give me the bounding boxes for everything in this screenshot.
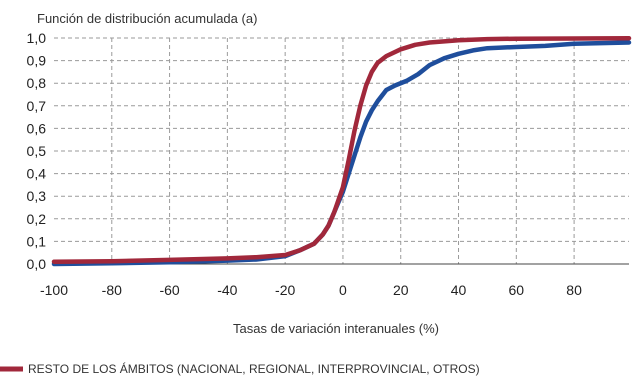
y-tick-label: 0,2 [27,211,47,227]
x-tick-label: -100 [40,282,68,298]
y-tick-label: 0,7 [27,98,47,114]
y-tick-label: 1,0 [27,30,47,46]
series-lines [51,35,632,267]
y-tick-label: 0,6 [27,120,47,136]
x-tick-label: -40 [217,282,237,298]
x-axis-label: Tasas de variación interanuales (%) [233,321,439,336]
x-tick-label: -60 [159,282,179,298]
legend-label: RESTO DE LOS ÁMBITOS (NACIONAL, REGIONAL… [28,361,480,376]
y-tick-label: 0,4 [27,166,47,182]
x-tick-label: 20 [393,282,409,298]
y-tick-label: 0,5 [27,143,47,159]
x-tick-label: -80 [102,282,122,298]
y-tick-label: 0,9 [27,53,47,69]
grid [54,37,629,265]
x-tick-label: 60 [509,282,525,298]
x-tick-label: 80 [566,282,582,298]
x-ticks: -100 -80 -60 -40 -20 0 20 40 60 80 [40,282,582,298]
legend: RESTO DE LOS ÁMBITOS (NACIONAL, REGIONAL… [0,361,480,376]
y-tick-label: 0,8 [27,75,47,91]
y-ticks: 0,0 0,1 0,2 0,3 0,4 0,5 0,6 0,7 0,8 0,9 1,0 [27,30,47,272]
x-tick-label: 40 [451,282,467,298]
x-tick-label: 0 [339,282,347,298]
y-tick-label: 0,3 [27,188,47,204]
y-tick-label: 0,1 [27,233,47,249]
y-axis-label: Función de distribución acumulada (a) [37,11,257,26]
series-line-2 [51,35,632,264]
x-tick-label: -20 [275,282,295,298]
series-line-1 [51,40,632,267]
y-tick-label: 0,0 [27,256,47,272]
